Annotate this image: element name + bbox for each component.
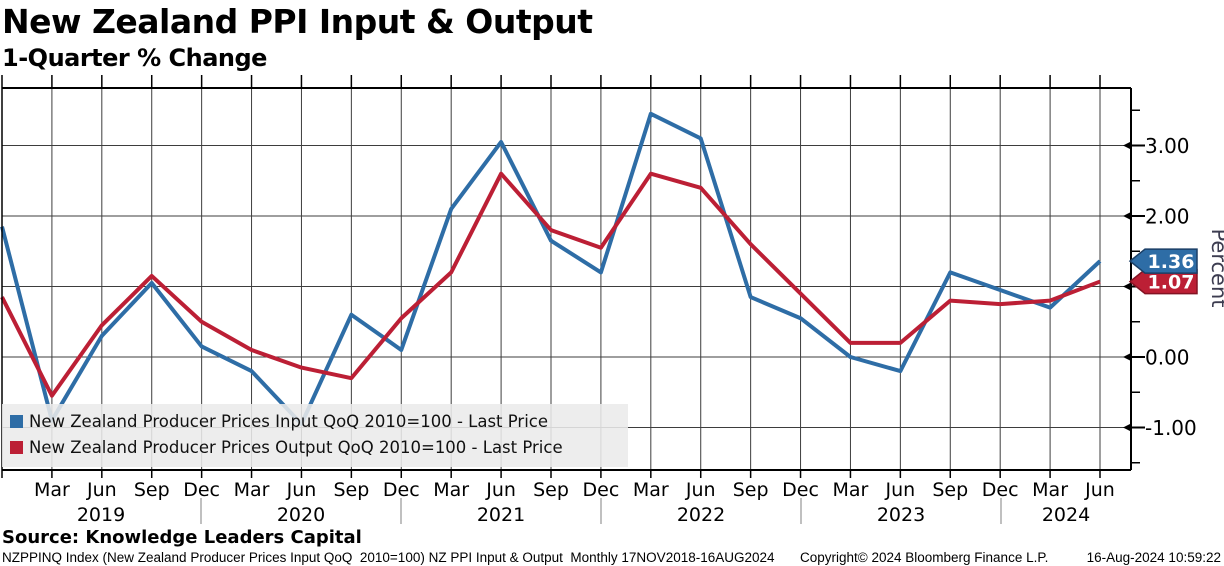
x-axis-month-label: Jun bbox=[485, 479, 516, 501]
x-axis-month-label: Jun bbox=[685, 479, 716, 501]
x-axis-month-label: Jun bbox=[286, 479, 317, 501]
y-tick-arrow-icon bbox=[1123, 211, 1132, 221]
x-axis-month-label: Mar bbox=[833, 479, 869, 501]
legend-label-output: New Zealand Producer Prices Output QoQ 2… bbox=[29, 437, 563, 457]
output-last-price-tag-label: 1.07 bbox=[1148, 272, 1195, 294]
input-last-price-tag bbox=[1128, 248, 1198, 274]
x-axis-month-label: Dec bbox=[383, 479, 420, 501]
y-axis-title: Percent bbox=[1207, 228, 1224, 307]
source-line: Source: Knowledge Leaders Capital bbox=[2, 527, 362, 548]
input-series-line bbox=[0, 111, 1102, 426]
x-axis-year-label: 2023 bbox=[877, 504, 925, 526]
x-axis-month-label: Sep bbox=[333, 479, 369, 501]
x-axis-month-label: Sep bbox=[134, 479, 170, 501]
x-axis-month-label: Sep bbox=[932, 479, 968, 501]
x-axis-month-label: Jun bbox=[86, 479, 117, 501]
x-axis-month-label: Jun bbox=[885, 479, 916, 501]
output-series-line bbox=[0, 171, 1101, 398]
chart-subtitle: 1-Quarter % Change bbox=[2, 44, 267, 72]
x-axis-year-label: 2021 bbox=[477, 504, 525, 526]
legend-item-input: New Zealand Producer Prices Input QoQ 20… bbox=[10, 409, 548, 433]
chart-title: New Zealand PPI Input & Output bbox=[2, 2, 593, 41]
y-tick-arrow-icon bbox=[1123, 282, 1132, 291]
footer-ticker-description: NZPPINQ Index (New Zealand Producer Pric… bbox=[2, 550, 775, 565]
legend-item-output: New Zealand Producer Prices Output QoQ 2… bbox=[10, 435, 563, 459]
x-axis-year-label: 2020 bbox=[277, 504, 325, 526]
y-tick-arrow-icon bbox=[1123, 141, 1132, 150]
footer-copyright: Copyright© 2024 Bloomberg Finance L.P. bbox=[800, 550, 1049, 565]
x-axis-month-label: Dec bbox=[583, 479, 620, 501]
y-axis-tick-label: 0.00 bbox=[1145, 346, 1190, 370]
x-axis-month-label: Dec bbox=[183, 479, 220, 501]
x-axis-month-label: Mar bbox=[34, 479, 70, 501]
legend-label-input: New Zealand Producer Prices Input QoQ 20… bbox=[29, 411, 549, 431]
x-axis-year-label: 2019 bbox=[77, 504, 125, 526]
y-axis-tick-label: 3.00 bbox=[1145, 134, 1190, 158]
x-axis-year-label: 2024 bbox=[1042, 504, 1090, 526]
x-axis-month-label: Mar bbox=[433, 479, 469, 501]
x-axis-year-label: 2022 bbox=[677, 504, 725, 526]
y-axis-tick-label: -1.00 bbox=[1145, 416, 1197, 440]
footer-timestamp: 16-Aug-2024 10:59:22 bbox=[1086, 550, 1221, 565]
output-series-swatch-icon bbox=[10, 440, 23, 454]
input-last-price-tag-label: 1.36 bbox=[1148, 251, 1195, 273]
legend: New Zealand Producer Prices Input QoQ 20… bbox=[2, 404, 628, 467]
input-series-swatch-icon bbox=[10, 414, 23, 428]
y-tick-arrow-icon bbox=[1123, 352, 1132, 362]
x-axis-month-label: Mar bbox=[1032, 479, 1068, 501]
x-axis-month-label: Dec bbox=[782, 479, 819, 501]
x-axis-month-label: Sep bbox=[733, 479, 769, 501]
y-axis-tick-label: 2.00 bbox=[1145, 205, 1190, 229]
x-axis-month-label: Sep bbox=[533, 479, 569, 501]
x-axis-month-label: Jun bbox=[1084, 479, 1115, 501]
x-axis-month-label: Mar bbox=[234, 479, 270, 501]
x-axis-month-label: Dec bbox=[982, 479, 1019, 501]
x-axis-month-label: Mar bbox=[633, 479, 669, 501]
y-tick-arrow-icon bbox=[1123, 423, 1132, 432]
